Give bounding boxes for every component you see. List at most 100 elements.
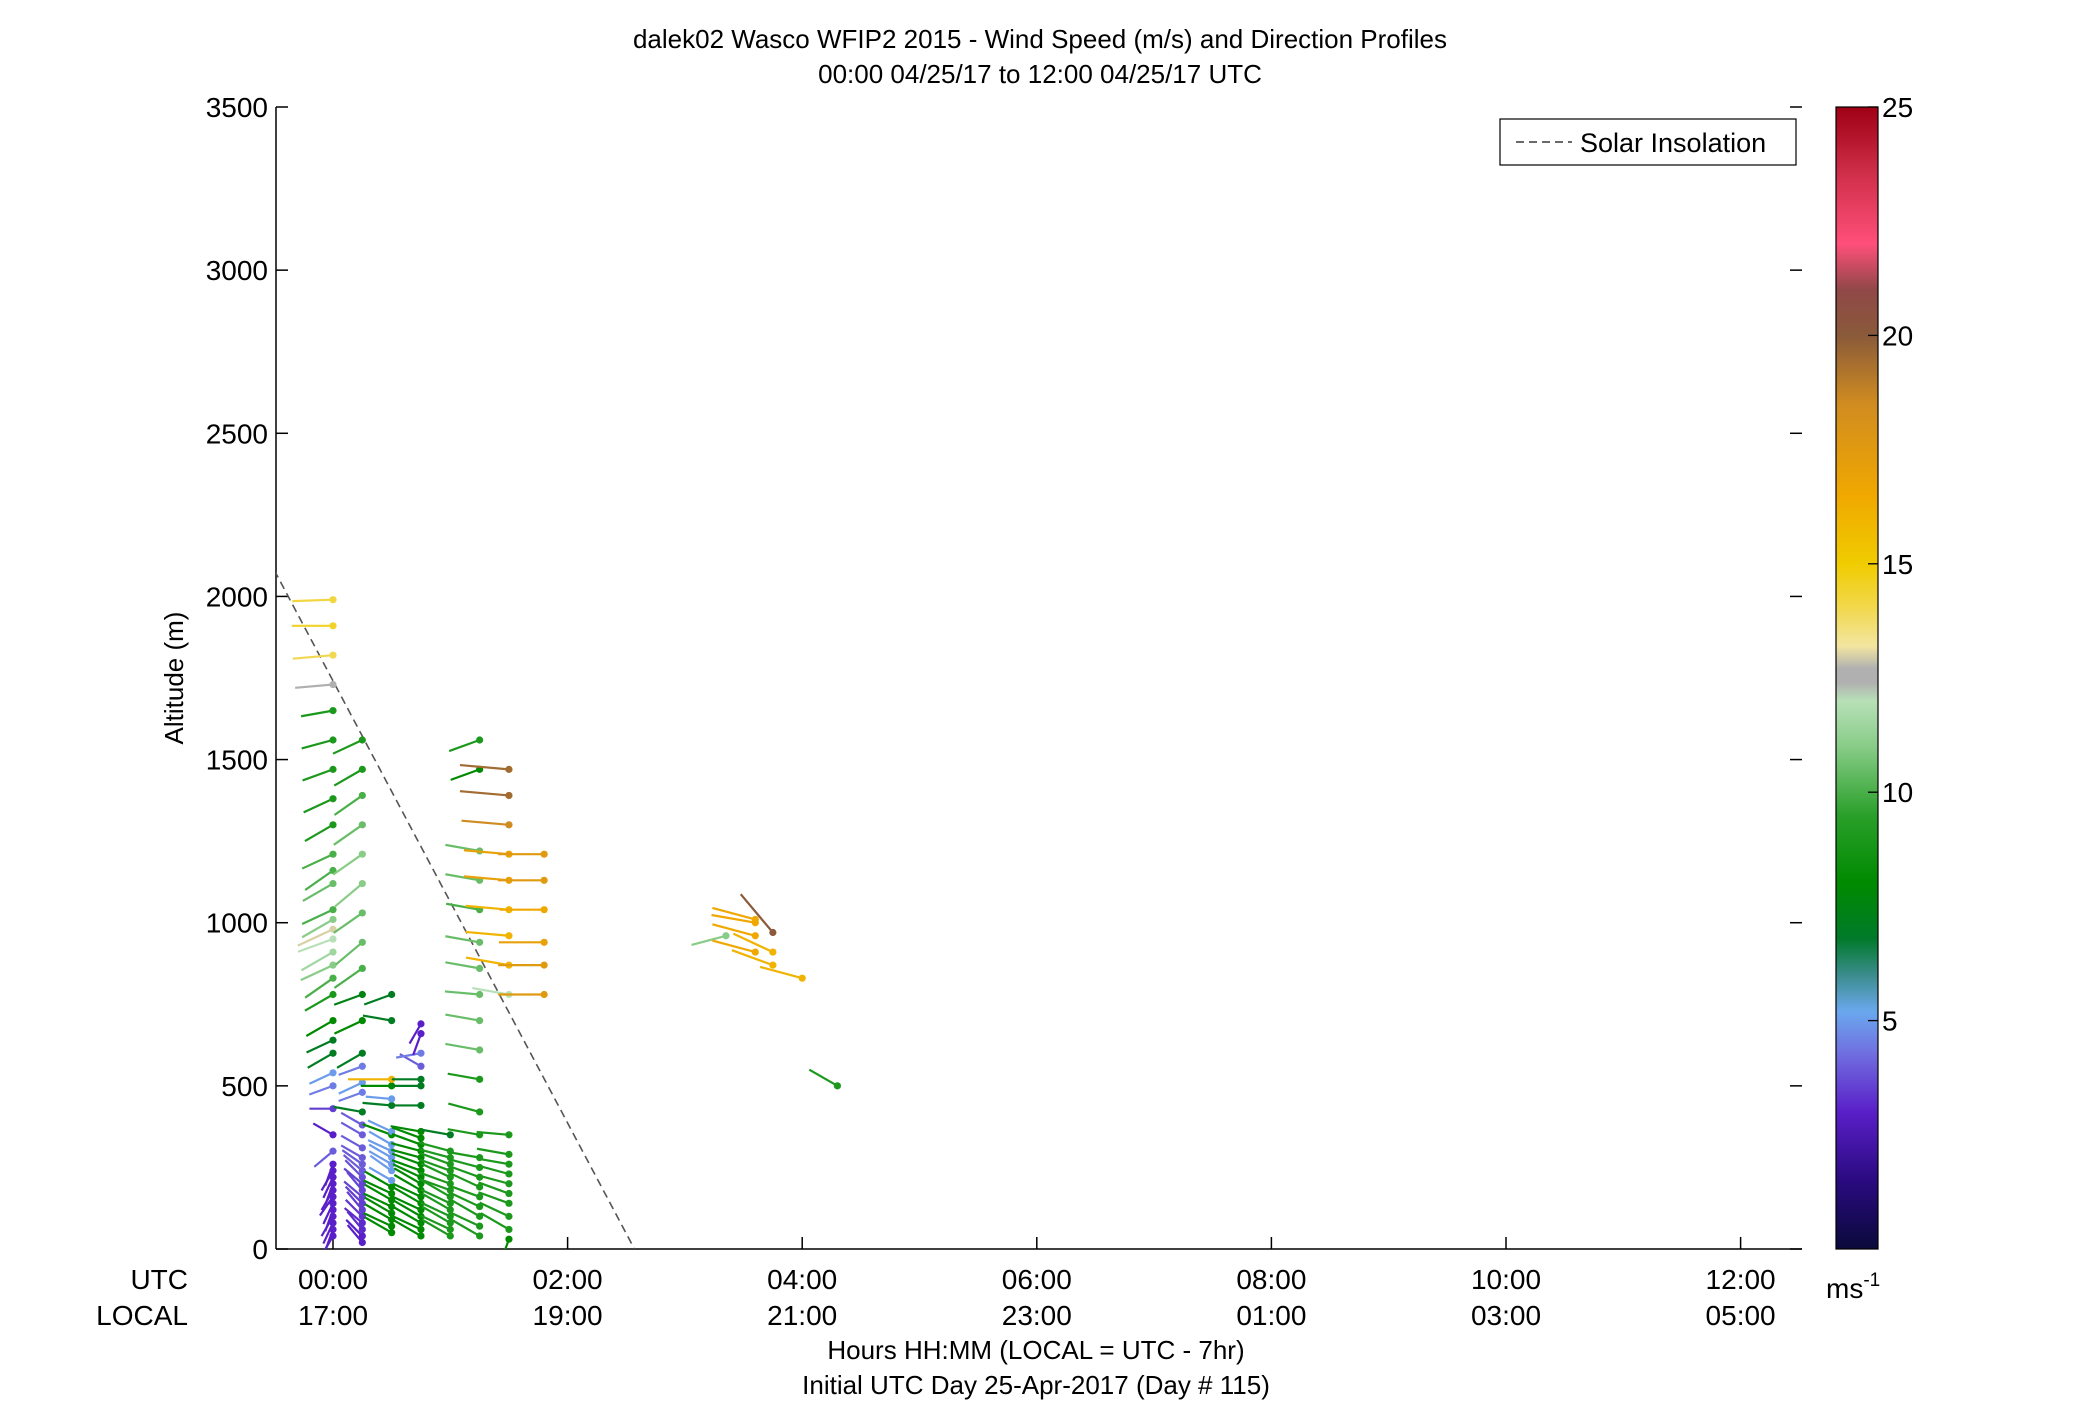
wind-barb-shaft [448,1102,480,1114]
x-tick-label-local: 21:00 [767,1300,837,1331]
wind-barb-shaft [301,738,334,750]
wind-barb-point [446,1212,454,1220]
wind-barb-shaft [420,1201,451,1218]
wind-barb-point [751,932,759,940]
wind-barb-shaft [390,1125,422,1133]
wind-barb-shaft [319,1196,334,1217]
wind-barb-point [329,1147,337,1155]
wind-barb-shaft [391,1152,422,1166]
wind-barb-shaft [363,1212,393,1228]
wind-barb-point [505,1212,513,1220]
wind-barb-point [388,1095,396,1103]
wind-barb-shaft [306,1039,334,1054]
wind-barb-point [329,795,337,803]
wind-barb-shaft [711,913,756,924]
wind-barb-shaft [333,768,363,787]
wind-barb-shaft [449,1172,481,1189]
wind-barb-point [446,1173,454,1181]
wind-barb-point [505,932,513,940]
wind-barb-point [505,1160,513,1168]
wind-barb-shaft [333,967,363,989]
wind-barb-shaft [300,951,334,972]
wind-barb-shaft [420,1214,451,1231]
wind-barb-point [329,765,337,773]
y-axis-label: Altitude (m) [159,612,189,745]
wind-barb-point [476,1232,484,1240]
wind-barb-shaft [365,1095,392,1101]
legend: Solar Insolation [1499,118,1797,166]
wind-barb-point [388,1209,396,1217]
wind-barb-shaft [333,912,363,934]
wind-barb-shaft [476,1147,510,1156]
wind-barb-point [358,821,366,829]
wind-barb-point [446,1131,454,1139]
wind-barb-shaft [421,1179,451,1198]
wind-barb-shaft [322,1202,334,1225]
wind-barb-shaft [393,1206,422,1224]
wind-barb-shaft [300,964,334,982]
wind-barb-point [388,1196,396,1204]
wind-barb-shaft [304,869,334,891]
wind-barb-shaft [445,935,480,944]
wind-barb-shaft [476,1130,510,1136]
wind-barb-shaft [712,906,756,921]
wind-barb-point [329,821,337,829]
wind-barb-point [388,1101,396,1110]
wind-barb-shaft [304,977,334,999]
wind-barb-shaft [304,993,334,1012]
wind-barb-point [358,990,366,999]
wind-barb-point [388,1229,396,1237]
wind-barb-point [358,1062,366,1070]
wind-barb-shaft [333,993,363,1006]
wind-barb-point [329,622,337,630]
wind-barb-shaft [459,763,510,771]
wind-barb-shaft [346,1224,364,1244]
wind-barb-point [505,821,513,829]
wind-barb-shaft [292,598,334,603]
wind-barb-point [388,1082,396,1090]
wind-barb-shaft [340,1111,363,1126]
wind-barb-point [476,1222,484,1230]
wind-barb-shaft [449,1211,481,1228]
wind-barb-shaft [445,961,480,970]
wind-barb-shaft [445,1042,480,1052]
wind-barb-shaft [392,1215,422,1231]
wind-barb-shaft [445,1013,480,1022]
wind-barb-shaft [478,1191,510,1205]
y-tick-label: 0 [252,1234,268,1265]
wind-barb-point [329,948,337,956]
wind-barb-point [769,948,777,956]
wind-barb-point [388,1017,396,1025]
wind-barb-shaft [332,738,363,755]
wind-barb-point [446,1186,454,1194]
wind-barb-shaft [333,1019,363,1035]
wind-barb-point [476,1183,484,1191]
x-tick-label-utc: 10:00 [1471,1264,1541,1295]
wind-barb-shaft [408,1023,422,1045]
wind-barb-point [417,1225,425,1234]
x-tick-label-utc: 06:00 [1002,1264,1072,1295]
plot-area [275,107,1802,1250]
wind-barb-shaft [322,1222,334,1245]
wind-barb-point [540,906,548,914]
wind-barb-shaft [393,1167,422,1185]
wind-barb-shaft [344,1199,364,1218]
wind-barb-point [358,1154,366,1162]
wind-barb-point [329,1131,337,1139]
wind-barb-point [329,974,337,982]
wind-barb-point [388,1183,396,1191]
wind-barb-point [329,1036,337,1044]
wind-barb-shaft [344,1185,364,1205]
wind-barb-point [358,1199,366,1207]
wind-barb-point [446,1225,454,1234]
local-row-label: LOCAL [96,1300,188,1331]
wind-barb-shaft [691,934,727,947]
wind-barb-shaft [364,1183,393,1202]
wind-barb-point [417,1134,425,1142]
wind-barb-shaft [338,1081,363,1095]
wind-barb-shaft [420,1188,451,1205]
wind-barb-point [505,765,513,773]
wind-barb-point [358,909,366,917]
x-tick-label-utc: 08:00 [1236,1264,1306,1295]
wind-barb-point [505,1150,513,1158]
